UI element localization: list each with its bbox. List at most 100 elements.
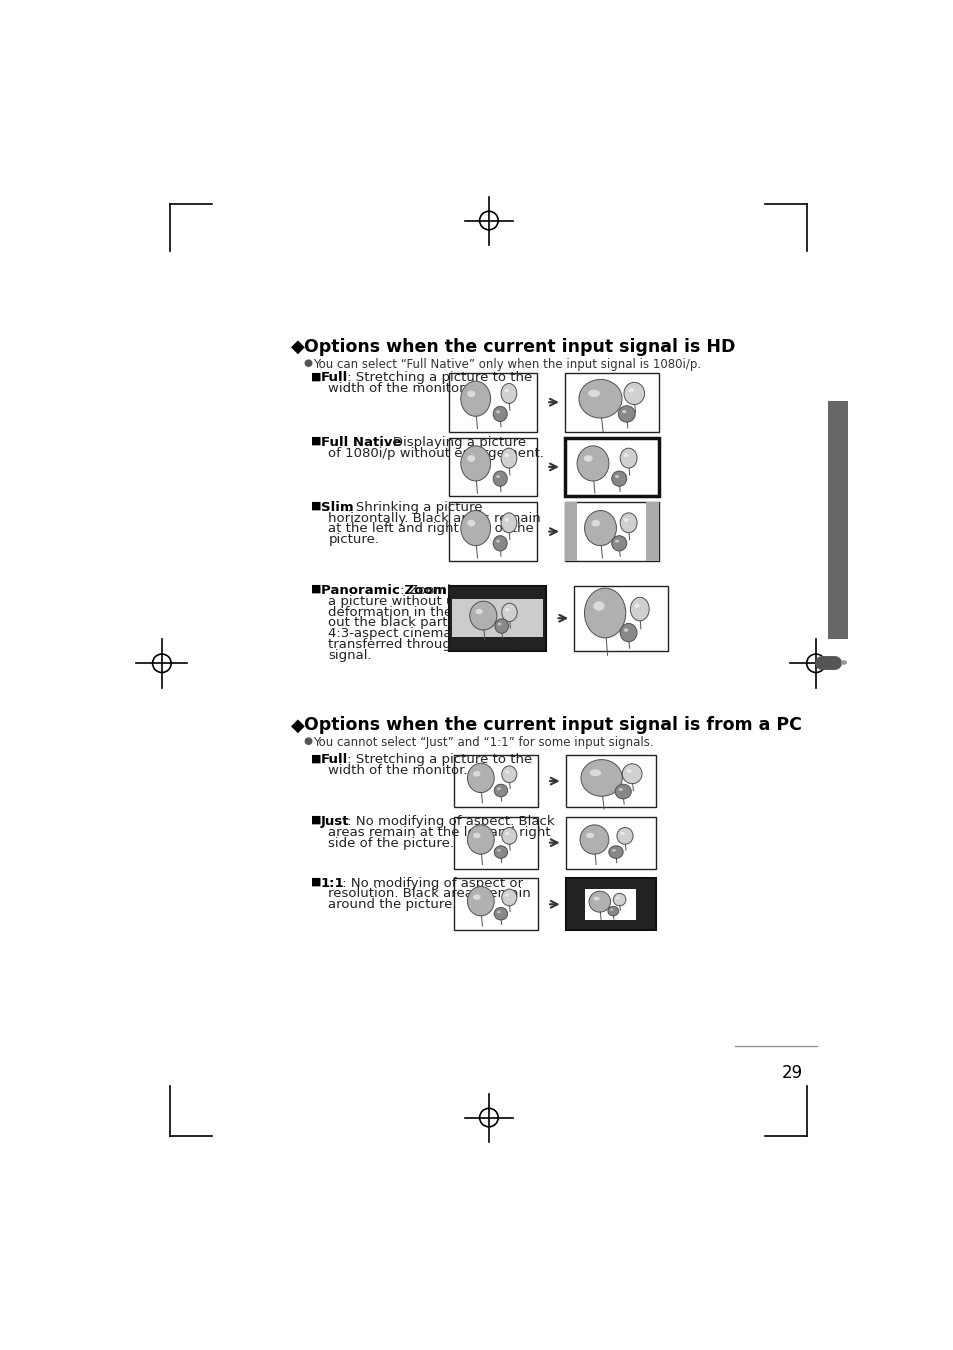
Ellipse shape: [611, 536, 626, 551]
Ellipse shape: [628, 389, 634, 393]
Ellipse shape: [618, 406, 635, 423]
Text: You can select “Full Native” only when the input signal is 1080i/p.: You can select “Full Native” only when t…: [313, 358, 700, 371]
Text: ■: ■: [311, 585, 321, 594]
Ellipse shape: [501, 765, 517, 783]
Ellipse shape: [623, 628, 628, 632]
Ellipse shape: [493, 471, 507, 486]
Text: resolution. Black areas remain: resolution. Black areas remain: [328, 887, 531, 900]
Ellipse shape: [460, 510, 490, 545]
Ellipse shape: [580, 760, 621, 796]
Bar: [449, 502, 537, 560]
Bar: [574, 586, 667, 651]
Ellipse shape: [615, 784, 631, 799]
Ellipse shape: [588, 891, 610, 913]
Ellipse shape: [504, 832, 509, 836]
Text: deformation in the way to edge: deformation in the way to edge: [328, 606, 538, 618]
Text: : No modifying of aspect or: : No modifying of aspect or: [337, 876, 522, 890]
Text: around the picture.: around the picture.: [328, 898, 456, 911]
Text: ◆: ◆: [291, 338, 305, 355]
Ellipse shape: [495, 618, 508, 633]
Text: : Stretching a picture to the: : Stretching a picture to the: [343, 371, 532, 385]
Ellipse shape: [497, 787, 500, 790]
Ellipse shape: [496, 475, 499, 478]
Ellipse shape: [500, 383, 517, 404]
Ellipse shape: [833, 659, 841, 666]
Text: out the black parts around a: out the black parts around a: [328, 617, 518, 629]
Text: Slim: Slim: [320, 501, 353, 514]
Ellipse shape: [610, 909, 613, 911]
Ellipse shape: [496, 410, 499, 413]
Text: Full: Full: [320, 371, 348, 385]
Ellipse shape: [578, 379, 621, 418]
Ellipse shape: [467, 455, 475, 462]
Ellipse shape: [619, 513, 637, 533]
Bar: [565, 878, 655, 930]
Bar: [565, 755, 655, 807]
Bar: [565, 817, 655, 869]
Text: : Displaying a picture: : Displaying a picture: [380, 436, 526, 450]
Text: width of the monitor.: width of the monitor.: [328, 382, 468, 396]
Ellipse shape: [611, 849, 616, 852]
Text: width of the monitor.: width of the monitor.: [328, 764, 468, 778]
Ellipse shape: [584, 589, 625, 637]
Text: Options when the current input signal is HD: Options when the current input signal is…: [303, 338, 735, 355]
Text: Full Native: Full Native: [320, 436, 401, 450]
Ellipse shape: [634, 603, 639, 608]
Ellipse shape: [467, 825, 494, 855]
Ellipse shape: [583, 455, 592, 462]
Ellipse shape: [467, 390, 475, 397]
Text: ■: ■: [311, 436, 321, 446]
Text: Just: Just: [320, 815, 349, 828]
Ellipse shape: [493, 536, 507, 551]
Bar: [452, 599, 543, 637]
Ellipse shape: [497, 911, 500, 913]
Text: signal.: signal.: [328, 648, 372, 662]
Text: Options when the current input signal is from a PC: Options when the current input signal is…: [303, 717, 801, 734]
Ellipse shape: [467, 520, 475, 526]
Ellipse shape: [475, 609, 482, 614]
Ellipse shape: [619, 832, 624, 836]
Ellipse shape: [591, 520, 599, 526]
Bar: [827, 401, 847, 640]
Ellipse shape: [500, 513, 517, 533]
Ellipse shape: [497, 849, 500, 852]
Ellipse shape: [496, 540, 499, 543]
Bar: [449, 437, 537, 497]
Ellipse shape: [504, 608, 509, 612]
Bar: [564, 373, 658, 432]
Ellipse shape: [504, 454, 508, 458]
Ellipse shape: [473, 771, 480, 776]
Ellipse shape: [504, 771, 509, 774]
Ellipse shape: [593, 896, 598, 900]
Bar: [564, 437, 658, 497]
Text: a picture without unnatural: a picture without unnatural: [328, 595, 511, 608]
Ellipse shape: [619, 448, 637, 468]
Ellipse shape: [587, 390, 599, 397]
Ellipse shape: [467, 887, 494, 915]
Text: transferred through 16:9-aspect: transferred through 16:9-aspect: [328, 637, 542, 651]
Text: Changing the settings : Setup: Changing the settings : Setup: [832, 446, 841, 594]
Text: side of the picture.: side of the picture.: [328, 837, 454, 849]
Ellipse shape: [467, 763, 494, 792]
Bar: [564, 502, 658, 560]
Text: ●: ●: [303, 358, 312, 367]
Ellipse shape: [623, 518, 628, 522]
Ellipse shape: [501, 890, 517, 906]
Bar: [449, 586, 546, 651]
Text: ■: ■: [311, 371, 321, 382]
Ellipse shape: [615, 475, 618, 478]
Ellipse shape: [494, 907, 507, 919]
Ellipse shape: [619, 624, 637, 641]
Bar: [564, 502, 577, 560]
Bar: [449, 373, 537, 432]
Ellipse shape: [621, 410, 626, 413]
Ellipse shape: [579, 825, 608, 855]
Ellipse shape: [501, 828, 517, 844]
Ellipse shape: [460, 381, 490, 416]
Ellipse shape: [504, 894, 509, 896]
Ellipse shape: [611, 471, 626, 486]
Text: 1:1: 1:1: [320, 876, 344, 890]
Ellipse shape: [585, 833, 594, 838]
Ellipse shape: [589, 769, 600, 776]
Text: ■: ■: [311, 753, 321, 763]
